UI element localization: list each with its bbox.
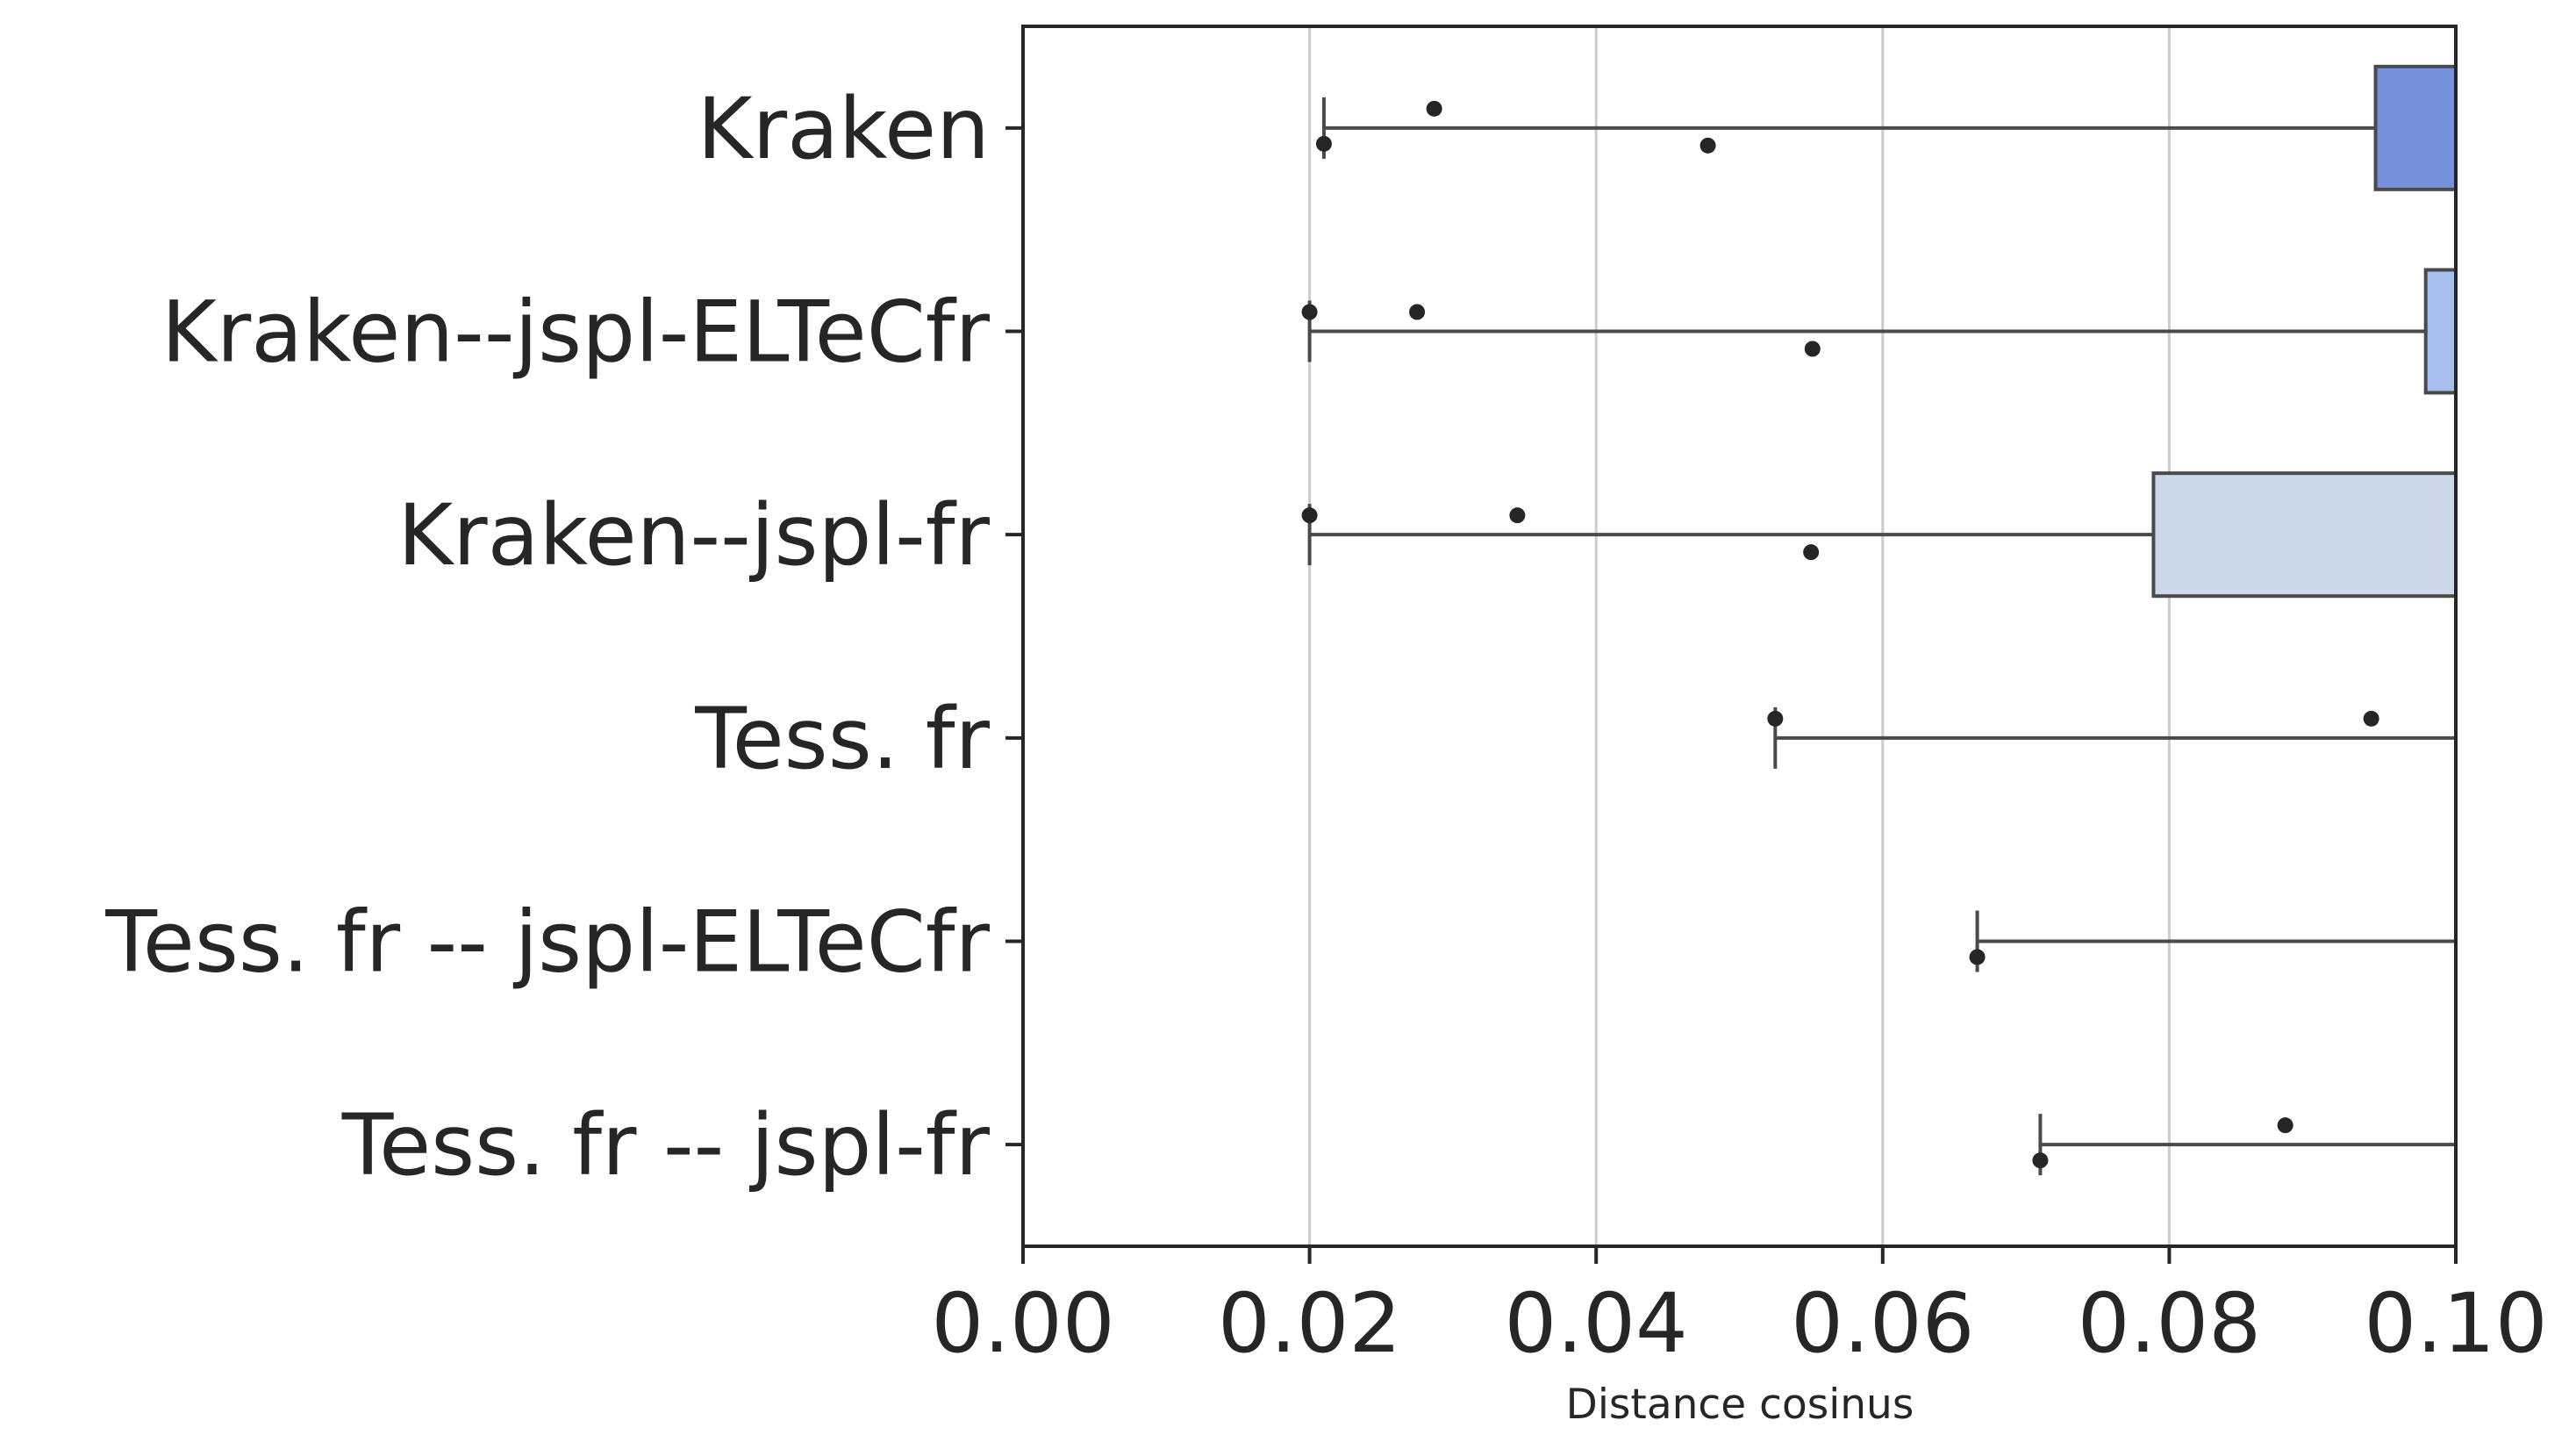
outlier-point: [1969, 949, 1986, 965]
plot-frame: [1021, 25, 2458, 1248]
outlier-point: [1315, 135, 1332, 152]
axes: [1005, 25, 2458, 1264]
outlier-point: [1767, 710, 1784, 727]
outlier-point: [1426, 100, 1442, 117]
y-tick-label: Tess. fr: [694, 690, 990, 788]
x-tick-labels: 0.00 0.02 0.04 0.06 0.08 0.10: [931, 1276, 2547, 1372]
y-tick-label: Tess. fr -- jspl-ELTeCfr: [104, 893, 990, 992]
outlier-point: [2277, 1117, 2293, 1134]
outlier-point: [2363, 710, 2379, 727]
outlier-point: [1301, 304, 1318, 320]
x-axis-title: Distance cosinus: [1566, 1381, 1914, 1429]
y-tick-label: Kraken: [698, 80, 990, 178]
outlier-point: [1509, 507, 1526, 524]
box: [2151, 471, 2458, 599]
y-tick-labels: Kraken Kraken--jspl-ELTeCfr Kraken--jspl-f…: [104, 80, 990, 1194]
outlier-point: [2032, 1152, 2049, 1169]
gridlines: [1021, 26, 2458, 1246]
x-tick-label: 0.08: [2078, 1276, 2261, 1372]
x-tick-label: 0.02: [1218, 1276, 1401, 1372]
x-tick-label: 0.06: [1791, 1276, 1974, 1372]
x-tick-label: 0.10: [2364, 1276, 2547, 1372]
outlier-point: [1803, 544, 1820, 561]
outlier-point: [1699, 137, 1716, 154]
box: [2373, 64, 2458, 191]
y-tick-label: Kraken--jspl-ELTeCfr: [161, 283, 991, 382]
outlier-point: [1301, 507, 1318, 524]
box: [2423, 268, 2458, 395]
boxes: [1301, 64, 2458, 1176]
outlier-point: [1409, 304, 1426, 320]
y-tick-label: Kraken--jspl-fr: [397, 486, 990, 585]
outlier-point: [1804, 341, 1821, 357]
x-tick-label: 0.00: [931, 1276, 1114, 1372]
x-tick-label: 0.04: [1505, 1276, 1688, 1372]
y-tick-label: Tess. fr -- jspl-fr: [341, 1096, 991, 1194]
